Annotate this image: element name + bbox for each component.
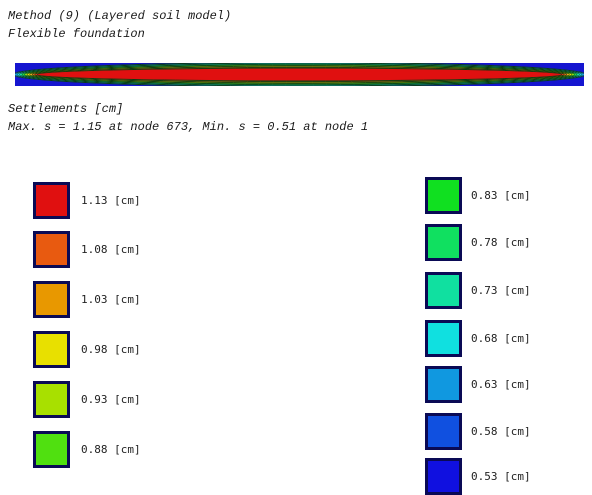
legend-label: 1.13 [cm]	[81, 194, 141, 207]
legend-label: 0.93 [cm]	[81, 393, 141, 406]
legend-swatch	[425, 458, 462, 495]
legend-swatch	[425, 413, 462, 450]
legend-swatch	[33, 431, 70, 468]
settlements-title: Settlements [cm]	[8, 102, 124, 116]
legend-swatch	[33, 331, 70, 368]
contour-band	[36, 68, 563, 81]
legend-swatch	[425, 272, 462, 309]
legend-label: 0.73 [cm]	[471, 284, 531, 297]
legend-label: 1.03 [cm]	[81, 293, 141, 306]
legend-label: 1.08 [cm]	[81, 243, 141, 256]
settlement-contour-plot	[15, 63, 584, 86]
legend-label: 0.88 [cm]	[81, 443, 141, 456]
legend-label: 0.98 [cm]	[81, 343, 141, 356]
legend-label: 0.78 [cm]	[471, 236, 531, 249]
legend-label: 0.53 [cm]	[471, 470, 531, 483]
legend-swatch	[33, 231, 70, 268]
legend-swatch	[33, 381, 70, 418]
legend-swatch	[33, 182, 70, 219]
legend-label: 0.58 [cm]	[471, 425, 531, 438]
legend-label: 0.63 [cm]	[471, 378, 531, 391]
foundation-type: Flexible foundation	[8, 27, 145, 41]
legend-swatch	[425, 224, 462, 261]
legend-swatch	[33, 281, 70, 318]
settlement-summary: Max. s = 1.15 at node 673, Min. s = 0.51…	[8, 120, 369, 134]
method-title: Method (9) (Layered soil model)	[8, 9, 232, 23]
legend-swatch	[425, 177, 462, 214]
legend-label: 0.83 [cm]	[471, 189, 531, 202]
legend-swatch	[425, 366, 462, 403]
legend-label: 0.68 [cm]	[471, 332, 531, 345]
legend-swatch	[425, 320, 462, 357]
